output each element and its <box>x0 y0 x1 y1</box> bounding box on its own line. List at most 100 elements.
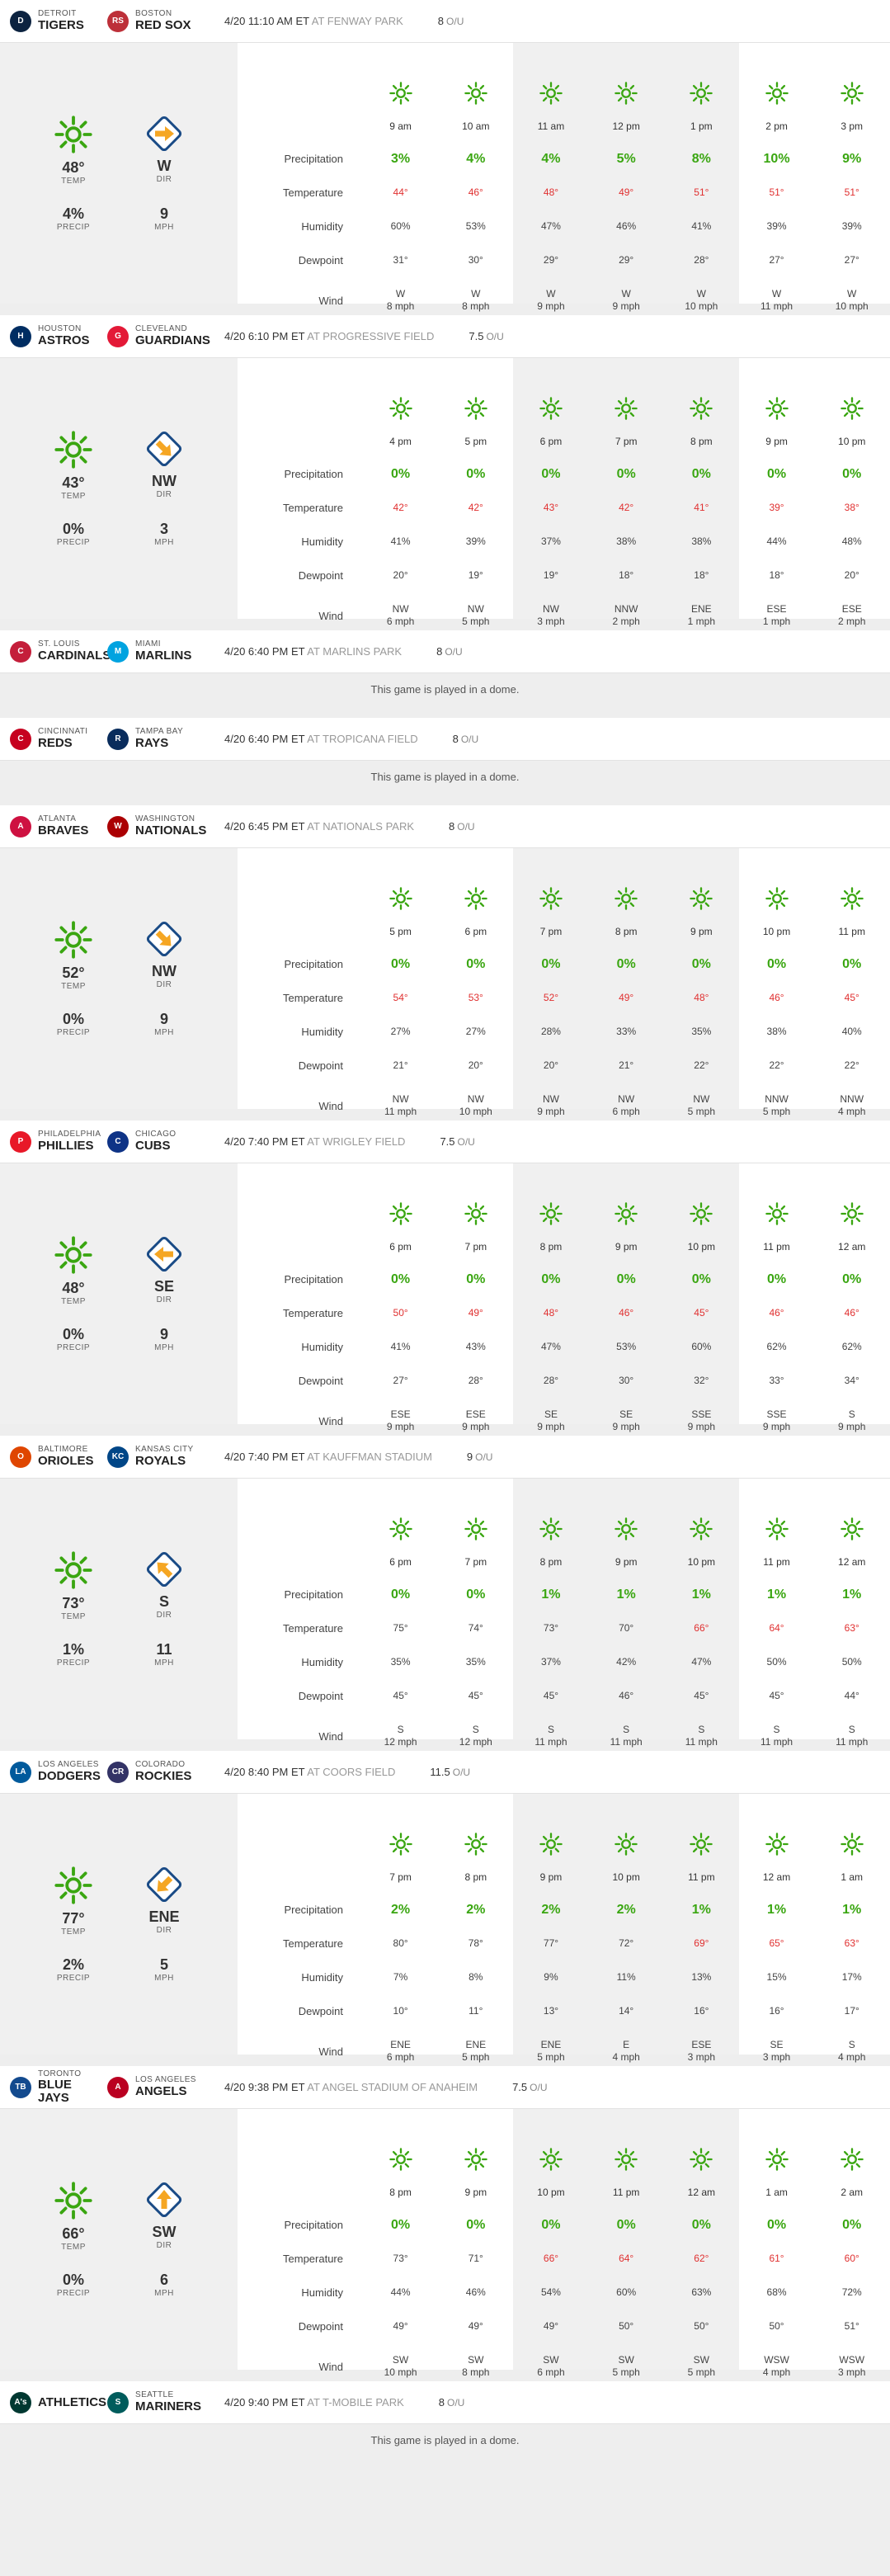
temperature-label: Temperature <box>283 992 343 1004</box>
game-venue[interactable]: AT WRIGLEY FIELD <box>307 1135 406 1148</box>
precipitation-row: Precipitation 2% 2% 2% 2% 1% 1% 1% <box>238 1893 890 1927</box>
hour-column: 11 pm <box>589 2109 664 2208</box>
wind-speed: 1 mph <box>762 616 791 627</box>
away-team[interactable]: A ATLANTA BRAVES <box>8 814 106 839</box>
sun-icon <box>388 1202 412 1229</box>
away-team-name-block: LOS ANGELES DODGERS <box>38 1761 101 1782</box>
home-team[interactable]: M MIAMI MARLINS <box>106 639 203 664</box>
dewpoint-cell: 20° <box>543 1059 559 1071</box>
temperature-cell: 72° <box>619 1937 634 1949</box>
summary-precip: 4% PRECIP <box>28 204 119 232</box>
home-team[interactable]: A LOS ANGELES ANGELS <box>106 2075 203 2100</box>
game-venue[interactable]: AT COORS FIELD <box>307 1766 396 1778</box>
home-team-logo-icon: M <box>106 639 130 664</box>
sun-icon <box>388 397 412 424</box>
precipitation-cell: 1% <box>616 1587 636 1602</box>
wind-direction: WSW <box>764 2354 789 2366</box>
away-team[interactable]: C ST. LOUIS CARDINALS <box>8 639 111 664</box>
precipitation-label: Precipitation <box>284 468 343 480</box>
away-team[interactable]: TB TORONTO BLUE JAYS <box>8 2069 106 2105</box>
away-team[interactable]: C CINCINNATI REDS <box>8 727 106 752</box>
wind-direction: SW <box>543 2354 559 2366</box>
wind-direction: ENE <box>540 2039 562 2050</box>
hour-column: 12 am <box>814 1479 889 1578</box>
summary-temp-label: TEMP <box>61 2242 86 2252</box>
home-team-city: CLEVELAND <box>135 324 188 334</box>
hour-time: 8 pm <box>389 2187 412 2198</box>
precipitation-cell: 0% <box>616 2217 636 2232</box>
temperature-cell: 38° <box>844 502 859 513</box>
wind-direction: W <box>471 288 481 300</box>
wind-row: Wind W 8 mph W 8 mph W 9 mph W 9 mph W 10 mph W 11 m… <box>238 277 890 323</box>
humidity-cell: 38% <box>616 535 637 547</box>
home-team[interactable]: RS BOSTON RED SOX <box>106 9 203 34</box>
hour-column: 12 am <box>739 1794 814 1893</box>
over-under-value: 8 <box>438 2396 445 2409</box>
summary-dir-label: DIR <box>156 1295 172 1305</box>
summary-temp-label: TEMP <box>61 981 86 991</box>
game-time: 4/20 8:40 PM ET <box>224 1766 305 1778</box>
home-team[interactable]: KC KANSAS CITY ROYALS <box>106 1445 203 1470</box>
temperature-cell: 46° <box>468 186 483 198</box>
dewpoint-cell: 13° <box>543 2005 559 2017</box>
humidity-cell: 47% <box>540 1341 561 1352</box>
away-team[interactable]: LA LOS ANGELES DODGERS <box>8 1760 106 1785</box>
game-venue[interactable]: AT FENWAY PARK <box>311 15 403 27</box>
hourly-header: 8 pm 9 pm 10 pm 11 pm 12 am 1 am 2 am <box>238 2109 890 2208</box>
game-venue[interactable]: AT PROGRESSIVE FIELD <box>307 330 435 342</box>
humidity-label: Humidity <box>301 2286 343 2299</box>
game-venue[interactable]: AT TROPICANA FIELD <box>307 733 418 745</box>
precipitation-cell: 0% <box>391 2217 411 2232</box>
temperature-cell: 64° <box>769 1622 784 1634</box>
precipitation-cell: 0% <box>541 956 561 971</box>
summary-mph-value: 6 <box>159 2271 168 2288</box>
game-weather: 77° TEMP ENE DIR 2% PRECIP 5 MPH 7 pm 8 pm 9 pm 10 … <box>0 1794 890 2063</box>
dewpoint-cell: 14° <box>619 2005 634 2017</box>
sun-icon <box>840 2148 864 2175</box>
summary-precip: 0% PRECIP <box>28 1009 119 1037</box>
home-team[interactable]: C CHICAGO CUBS <box>106 1130 203 1154</box>
away-team[interactable]: D DETROIT TIGERS <box>8 9 106 34</box>
wind-cell: ENE 6 mph <box>363 2039 438 2064</box>
game-venue[interactable]: AT MARLINS PARK <box>307 645 403 658</box>
sun-icon <box>464 887 487 914</box>
precipitation-cell: 0% <box>391 1271 411 1286</box>
humidity-row: Humidity 27% 27% 28% 33% 35% 38% 40% <box>238 1015 890 1049</box>
hour-time: 11 pm <box>612 2187 640 2198</box>
game-venue[interactable]: AT ANGEL STADIUM OF ANAHEIM <box>307 2081 478 2093</box>
home-team[interactable]: W WASHINGTON NATIONALS <box>106 814 206 839</box>
home-team[interactable]: G CLEVELAND GUARDIANS <box>106 324 210 349</box>
summary-temp: 66° <box>62 2225 85 2242</box>
home-team[interactable]: S SEATTLE MARINERS <box>106 2390 203 2415</box>
dewpoint-cell: 50° <box>769 2320 784 2332</box>
hour-column: 11 am <box>513 43 588 142</box>
game-venue[interactable]: AT KAUFFMAN STADIUM <box>307 1451 432 1463</box>
wind-speed: 3 mph <box>762 2051 791 2063</box>
wind-direction: SSE <box>691 1408 712 1420</box>
over-under-value: 11.5 <box>430 1766 450 1778</box>
wind-arrow-icon <box>146 921 182 961</box>
away-team[interactable]: O BALTIMORE ORIOLES <box>8 1445 106 1470</box>
home-team[interactable]: CR COLORADO ROCKIES <box>106 1760 203 1785</box>
away-team-name-block: HOUSTON ASTROS <box>38 325 90 347</box>
dewpoint-cell: 46° <box>619 1690 634 1701</box>
weather-summary: 43° TEMP NW DIR 0% PRECIP 3 MPH <box>0 358 238 619</box>
humidity-label: Humidity <box>301 1656 343 1668</box>
weather-summary: 52° TEMP NW DIR 0% PRECIP 9 MPH <box>0 848 238 1109</box>
wind-speed: 4 mph <box>838 1106 866 1117</box>
away-team[interactable]: A's ATHLETICS <box>8 2390 106 2415</box>
wind-cell: NW 9 mph <box>513 1093 588 1118</box>
wind-direction: W <box>395 288 406 300</box>
hour-column: 12 am <box>664 2109 739 2208</box>
wind-cell: SW 8 mph <box>438 2354 513 2379</box>
away-team[interactable]: P PHILADELPHIA PHILLIES <box>8 1130 106 1154</box>
wind-direction: SW <box>392 2354 409 2366</box>
away-team[interactable]: H HOUSTON ASTROS <box>8 324 106 349</box>
game-venue[interactable]: AT T-MOBILE PARK <box>307 2396 404 2409</box>
precipitation-cell: 0% <box>541 466 561 481</box>
hour-time: 1 am <box>765 2187 788 2198</box>
dome-message: This game is played in a dome. <box>0 673 890 706</box>
home-team[interactable]: R TAMPA BAY RAYS <box>106 727 203 752</box>
away-team-name-block: BALTIMORE ORIOLES <box>38 1446 94 1467</box>
game-venue[interactable]: AT NATIONALS PARK <box>307 820 415 833</box>
